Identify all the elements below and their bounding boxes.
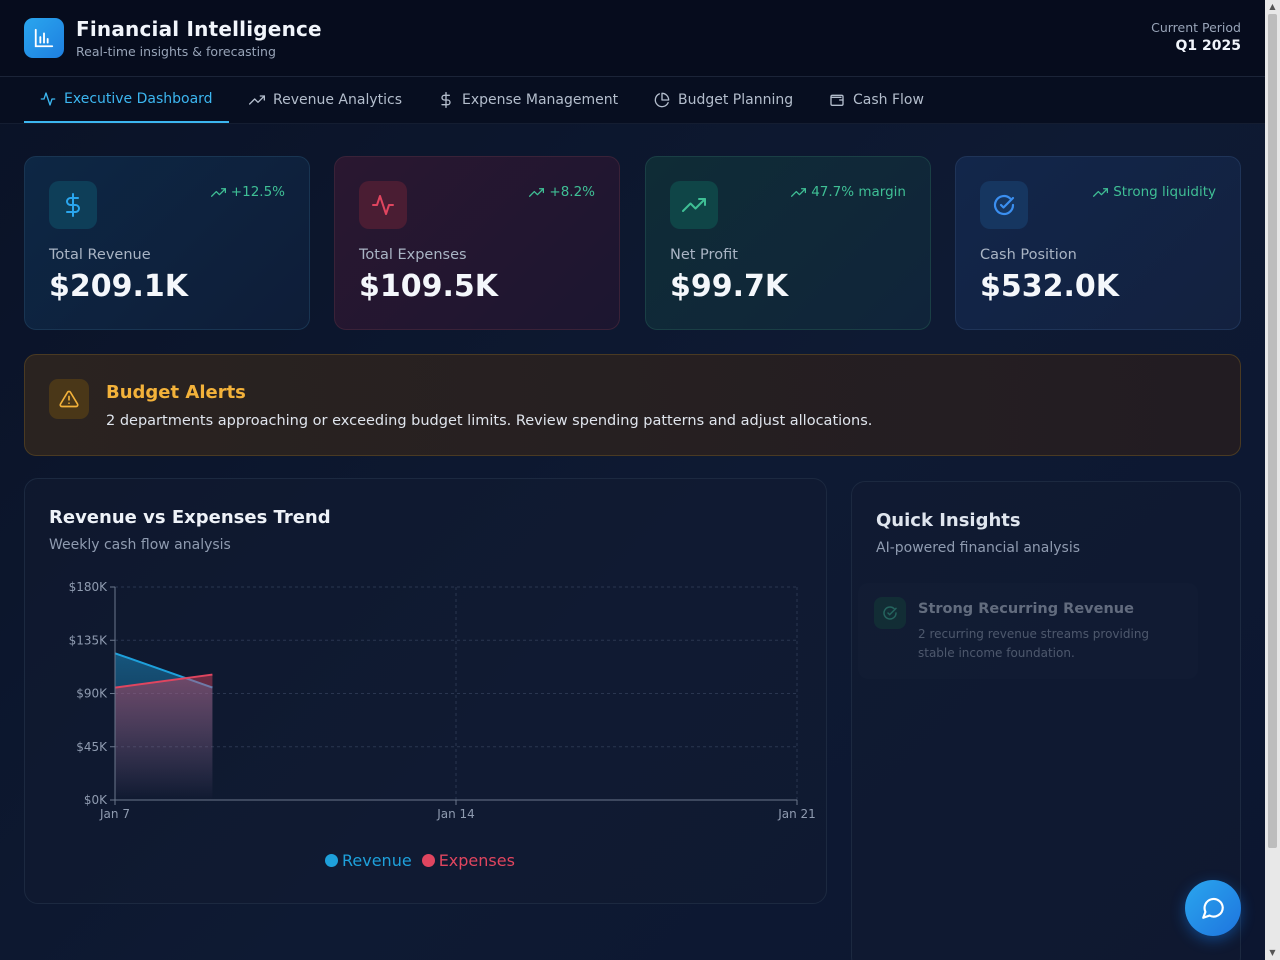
revenue-expenses-chart-panel: Revenue vs Expenses Trend Weekly cash fl…	[24, 478, 827, 904]
tab-label: Executive Dashboard	[64, 91, 213, 107]
activity-icon	[359, 181, 407, 229]
chat-bubble-icon	[1202, 897, 1224, 919]
legend-label: Revenue	[342, 851, 412, 870]
dollar-icon	[49, 181, 97, 229]
trending-up-icon	[210, 187, 226, 197]
app-header: Financial Intelligence Real-time insight…	[0, 0, 1265, 77]
y-tick-label: $180K	[69, 580, 109, 594]
y-tick-label: $135K	[69, 633, 109, 647]
stat-label: Net Profit	[670, 247, 738, 263]
stat-value: $99.7K	[670, 269, 789, 304]
trending-up-icon	[670, 181, 718, 229]
budget-alert-banner: Budget Alerts 2 departments approaching …	[24, 354, 1241, 456]
wallet-icon	[830, 94, 844, 106]
period-label: Current Period	[1151, 20, 1241, 35]
insight-title: Strong Recurring Revenue	[918, 601, 1134, 617]
insights-title: Quick Insights	[876, 510, 1021, 531]
stat-value: $209.1K	[49, 269, 189, 304]
warning-icon	[49, 379, 89, 419]
tab-label: Cash Flow	[853, 92, 924, 108]
stat-card-cash-position: Strong liquidity Cash Position $532.0K	[955, 156, 1241, 330]
series-area-expenses	[115, 674, 213, 800]
trend-badge: 47.7% margin	[791, 184, 906, 200]
y-tick-label: $0K	[84, 793, 108, 807]
legend-item-revenue[interactable]: Revenue	[325, 851, 412, 870]
trend-badge: +12.5%	[210, 184, 285, 200]
activity-icon	[40, 92, 56, 106]
trending-up-icon	[249, 95, 265, 105]
dollar-icon	[441, 92, 451, 108]
check-circle-icon	[980, 181, 1028, 229]
tab-budget-planning[interactable]: Budget Planning	[654, 77, 793, 123]
chart-title: Revenue vs Expenses Trend	[49, 507, 331, 528]
scroll-down-arrow-icon[interactable]: ▼	[1269, 948, 1276, 957]
stat-card-net-profit: 47.7% margin Net Profit $99.7K	[645, 156, 931, 330]
alert-message: 2 departments approaching or exceeding b…	[106, 413, 873, 429]
legend-label: Expenses	[438, 851, 515, 870]
x-tick-label: Jan 7	[99, 807, 130, 821]
check-circle-icon	[874, 597, 906, 629]
trend-chart: $0K $45K $90K $135K $180K Jan 7 Jan 14 Jan 21	[69, 580, 816, 821]
legend-swatch	[421, 854, 435, 867]
tab-executive-dashboard[interactable]: Executive Dashboard	[24, 77, 229, 123]
trend-badge: +8.2%	[529, 184, 595, 200]
stat-label: Total Revenue	[49, 247, 151, 263]
trend-text: Strong liquidity	[1113, 184, 1216, 200]
x-tick-label: Jan 21	[777, 807, 816, 821]
bar-chart-logo-icon[interactable]	[24, 18, 64, 58]
trending-up-icon	[791, 187, 807, 197]
stat-value: $532.0K	[980, 269, 1120, 304]
scroll-up-arrow-icon[interactable]: ▲	[1269, 2, 1276, 11]
page-scrollbar[interactable]: ▲ ▼	[1265, 0, 1280, 960]
tab-label: Expense Management	[462, 92, 619, 108]
alert-title: Budget Alerts	[106, 382, 246, 403]
stat-value: $109.5K	[359, 269, 499, 304]
x-tick-label: Jan 14	[436, 807, 475, 821]
pie-chart-icon	[654, 92, 670, 108]
chart-legend: Revenue Expenses	[325, 851, 515, 870]
stat-card-total-revenue: +12.5% Total Revenue $209.1K	[24, 156, 310, 330]
app-subtitle: Real-time insights & forecasting	[76, 44, 276, 59]
y-tick-label: $45K	[76, 740, 108, 754]
period-value: Q1 2025	[1175, 38, 1241, 54]
legend-swatch	[325, 854, 338, 867]
quick-insights-panel: Quick Insights AI-powered financial anal…	[851, 481, 1241, 960]
stat-label: Cash Position	[980, 247, 1077, 263]
trend-text: +12.5%	[230, 184, 285, 200]
app-title: Financial Intelligence	[76, 17, 322, 41]
main-nav: Executive Dashboard Revenue Analytics Ex…	[0, 77, 1265, 124]
trending-up-icon	[529, 187, 545, 197]
tab-cash-flow[interactable]: Cash Flow	[829, 77, 924, 123]
insight-description: 2 recurring revenue streams providing st…	[918, 627, 1150, 660]
chart-subtitle: Weekly cash flow analysis	[49, 537, 231, 553]
insight-card[interactable]: Strong Recurring Revenue 2 recurring rev…	[858, 583, 1198, 679]
scroll-thumb[interactable]	[1268, 14, 1277, 848]
y-tick-label: $90K	[76, 687, 108, 701]
trend-text: 47.7% margin	[811, 184, 906, 200]
tab-revenue-analytics[interactable]: Revenue Analytics	[249, 77, 402, 123]
tab-label: Revenue Analytics	[273, 92, 402, 108]
trend-text: +8.2%	[549, 184, 595, 200]
stat-label: Total Expenses	[359, 247, 467, 263]
tab-label: Budget Planning	[678, 92, 794, 108]
series-line-expenses	[114, 673, 213, 689]
insights-subtitle: AI-powered financial analysis	[876, 540, 1081, 556]
stat-card-total-expenses: +8.2% Total Expenses $109.5K	[334, 156, 620, 330]
chat-button[interactable]	[1185, 880, 1241, 936]
legend-item-expenses[interactable]: Expenses	[421, 851, 515, 870]
trending-up-icon	[1093, 187, 1109, 197]
tab-expense-management[interactable]: Expense Management	[438, 77, 618, 123]
trend-badge: Strong liquidity	[1093, 184, 1216, 200]
